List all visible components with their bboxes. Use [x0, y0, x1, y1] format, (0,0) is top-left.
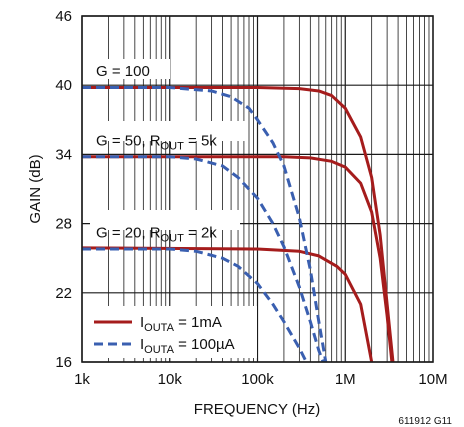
- figure-id: 611912 G11: [398, 416, 452, 427]
- x-tick-label: 1k: [74, 371, 90, 388]
- y-tick-label: 28: [55, 216, 72, 233]
- annotation-background: [90, 210, 240, 230]
- series-line-dashed: [82, 247, 308, 362]
- series-group-label: G = 20, ROUT = 2k: [96, 225, 217, 245]
- x-tick-label: 10M: [418, 371, 447, 388]
- annotation-background: [90, 59, 170, 79]
- legend-background: [87, 306, 257, 358]
- legend-label: IOUTA = 100µA: [140, 336, 235, 356]
- x-tick-labels: 1k 10k 100k 1M 10M: [74, 371, 448, 388]
- y-tick-label: 34: [55, 146, 72, 163]
- y-axis-label: GAIN (dB): [27, 154, 44, 223]
- series-line-dashed: [82, 155, 325, 362]
- series-line-solid: [82, 86, 395, 362]
- series-group-label: G = 100: [96, 63, 150, 80]
- y-tick-label: 40: [55, 77, 72, 94]
- legend-label: IOUTA = 1mA: [140, 314, 222, 334]
- series-group: [82, 86, 395, 362]
- y-tick-labels: 16 22 28 34 40 46: [55, 8, 72, 371]
- y-tick-label: 16: [55, 354, 72, 371]
- annotations: G = 100 G = 50, ROUT = 5k G = 20, ROUT = 2…: [90, 59, 248, 245]
- y-tick-label: 22: [55, 285, 72, 302]
- x-tick-label: 100k: [241, 371, 274, 388]
- x-axis-label: FREQUENCY (Hz): [194, 401, 320, 418]
- y-tick-label: 46: [55, 8, 72, 25]
- series-line-dashed: [82, 86, 328, 362]
- series-line-solid: [82, 246, 374, 362]
- plot-frame: [81, 15, 434, 363]
- annotation-background: [90, 121, 248, 141]
- series-group-label: G = 50, ROUT = 5k: [96, 132, 217, 152]
- x-tick-label: 1M: [335, 371, 356, 388]
- series-line-solid: [82, 155, 394, 362]
- x-tick-label: 10k: [158, 371, 183, 388]
